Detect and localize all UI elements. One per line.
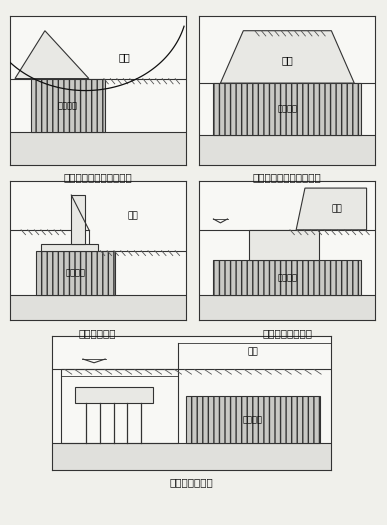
Text: 埋土: 埋土 <box>331 204 342 214</box>
Text: 改良地盤: 改良地盤 <box>66 268 86 277</box>
Text: 盛土: 盛土 <box>281 56 293 66</box>
Text: 盛土等のすべり破壊防止: 盛土等のすべり破壊防止 <box>63 172 132 182</box>
Bar <box>61 370 178 443</box>
Bar <box>41 244 98 251</box>
Polygon shape <box>296 188 366 230</box>
Bar <box>75 387 152 403</box>
Text: 改良地盤: 改良地盤 <box>277 105 297 114</box>
Polygon shape <box>15 30 89 79</box>
Bar <box>248 230 319 260</box>
Bar <box>31 79 105 132</box>
Bar <box>199 135 375 165</box>
Bar <box>213 260 361 295</box>
Text: 側方流動の防止: 側方流動の防止 <box>170 477 214 487</box>
Text: 盛土: 盛土 <box>248 348 258 356</box>
Polygon shape <box>221 30 354 83</box>
Text: 盛土: 盛土 <box>128 212 138 220</box>
Bar <box>52 443 331 470</box>
Text: 盛土等のすべり沈下防止: 盛土等のすべり沈下防止 <box>253 172 322 182</box>
Bar <box>10 295 186 320</box>
Text: 改良地盤: 改良地盤 <box>58 101 78 110</box>
Text: ケーソン等の基瞐: ケーソン等の基瞐 <box>262 328 312 338</box>
Text: 改良地盤: 改良地盤 <box>277 274 297 282</box>
Text: 擁壁等の基瞐: 擁壁等の基瞐 <box>79 328 116 338</box>
Bar <box>71 195 86 244</box>
Bar <box>186 396 320 443</box>
Bar <box>36 251 115 295</box>
Text: 改良地盤: 改良地盤 <box>243 415 263 424</box>
Bar <box>213 83 361 135</box>
Bar <box>199 295 375 320</box>
Text: 盛土: 盛土 <box>118 52 130 62</box>
Bar <box>10 132 186 165</box>
